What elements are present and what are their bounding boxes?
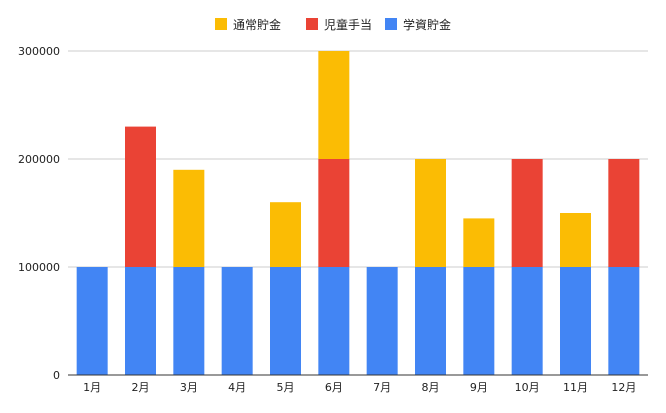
bar-segment-e5ada6e8b387e8b2afe98791-12e69c88 — [608, 267, 640, 375]
bar-segment-e5ada6e8b387e8b2afe98791-4e69c88 — [221, 267, 253, 375]
y-axis-ticks: 0 100000 200000 300000 — [18, 45, 60, 382]
x-tick-label: 12月 — [611, 381, 636, 394]
y-tick-label: 300000 — [18, 45, 60, 58]
gridlines — [68, 50, 648, 268]
bar-segment-e5ada6e8b387e8b2afe98791-3e69c88 — [173, 267, 205, 375]
x-tick-label: 4月 — [228, 381, 246, 394]
bar-segment-e9809ae5b8b8e8b2afe98791-8e69c88 — [415, 159, 446, 267]
x-tick-label: 1月 — [83, 381, 101, 394]
bar-segment-e5ada6e8b387e8b2afe98791-2e69c88 — [125, 267, 156, 375]
bar-segment-e5ada6e8b387e8b2afe98791-6e69c88 — [318, 267, 350, 375]
bar-segment-e58590e7aba5e6898be5bd93-12e69c88 — [608, 159, 640, 267]
bars — [76, 51, 640, 375]
bar-segment-e58590e7aba5e6898be5bd93-2e69c88 — [125, 126, 156, 267]
x-tick-label: 5月 — [277, 381, 295, 394]
bar-segment-e9809ae5b8b8e8b2afe98791-11e69c88 — [560, 213, 591, 267]
bar-segment-e9809ae5b8b8e8b2afe98791-3e69c88 — [173, 169, 205, 267]
legend-swatch-e5ada6e8b387e8b2afe98791 — [385, 18, 397, 30]
bar-segment-e58590e7aba5e6898be5bd93-6e69c88 — [318, 159, 350, 267]
x-tick-label: 8月 — [422, 381, 440, 394]
legend-swatch-e58590e7aba5e6898be5bd93 — [306, 18, 318, 30]
bar-segment-e9809ae5b8b8e8b2afe98791-5e69c88 — [270, 202, 301, 267]
x-tick-label: 2月 — [132, 381, 150, 394]
bar-segment-e9809ae5b8b8e8b2afe98791-6e69c88 — [318, 51, 350, 159]
bar-segment-e5ada6e8b387e8b2afe98791-7e69c88 — [366, 267, 398, 375]
y-tick-label: 200000 — [18, 153, 60, 166]
x-tick-label: 10月 — [515, 381, 540, 394]
legend-label: 通常貯金 — [233, 17, 281, 32]
bar-segment-e5ada6e8b387e8b2afe98791-8e69c88 — [415, 267, 446, 375]
x-tick-label: 11月 — [563, 381, 588, 394]
bar-segment-e5ada6e8b387e8b2afe98791-5e69c88 — [270, 267, 301, 375]
y-tick-label: 100000 — [18, 261, 60, 274]
x-axis-ticks: 1月 2月 3月 4月 5月 6月 7月 8月 9月 10月 11月 12月 — [83, 381, 636, 394]
x-tick-label: 7月 — [373, 381, 391, 394]
bar-segment-e58590e7aba5e6898be5bd93-10e69c88 — [511, 159, 543, 267]
legend: 通常貯金 児童手当 学資貯金 — [215, 17, 451, 32]
x-tick-label: 3月 — [180, 381, 198, 394]
bar-segment-e5ada6e8b387e8b2afe98791-10e69c88 — [511, 267, 543, 375]
bar-segment-e5ada6e8b387e8b2afe98791-1e69c88 — [76, 267, 108, 375]
x-tick-label: 6月 — [325, 381, 343, 394]
legend-label: 児童手当 — [324, 17, 372, 32]
y-tick-label: 0 — [53, 369, 60, 382]
legend-label: 学資貯金 — [403, 17, 451, 32]
x-tick-label: 9月 — [470, 381, 488, 394]
bar-segment-e5ada6e8b387e8b2afe98791-11e69c88 — [560, 267, 591, 375]
legend-swatch-e9809ae5b8b8e8b2afe98791 — [215, 18, 227, 30]
bar-segment-e9809ae5b8b8e8b2afe98791-9e69c88 — [463, 218, 495, 267]
bar-segment-e5ada6e8b387e8b2afe98791-9e69c88 — [463, 267, 495, 375]
